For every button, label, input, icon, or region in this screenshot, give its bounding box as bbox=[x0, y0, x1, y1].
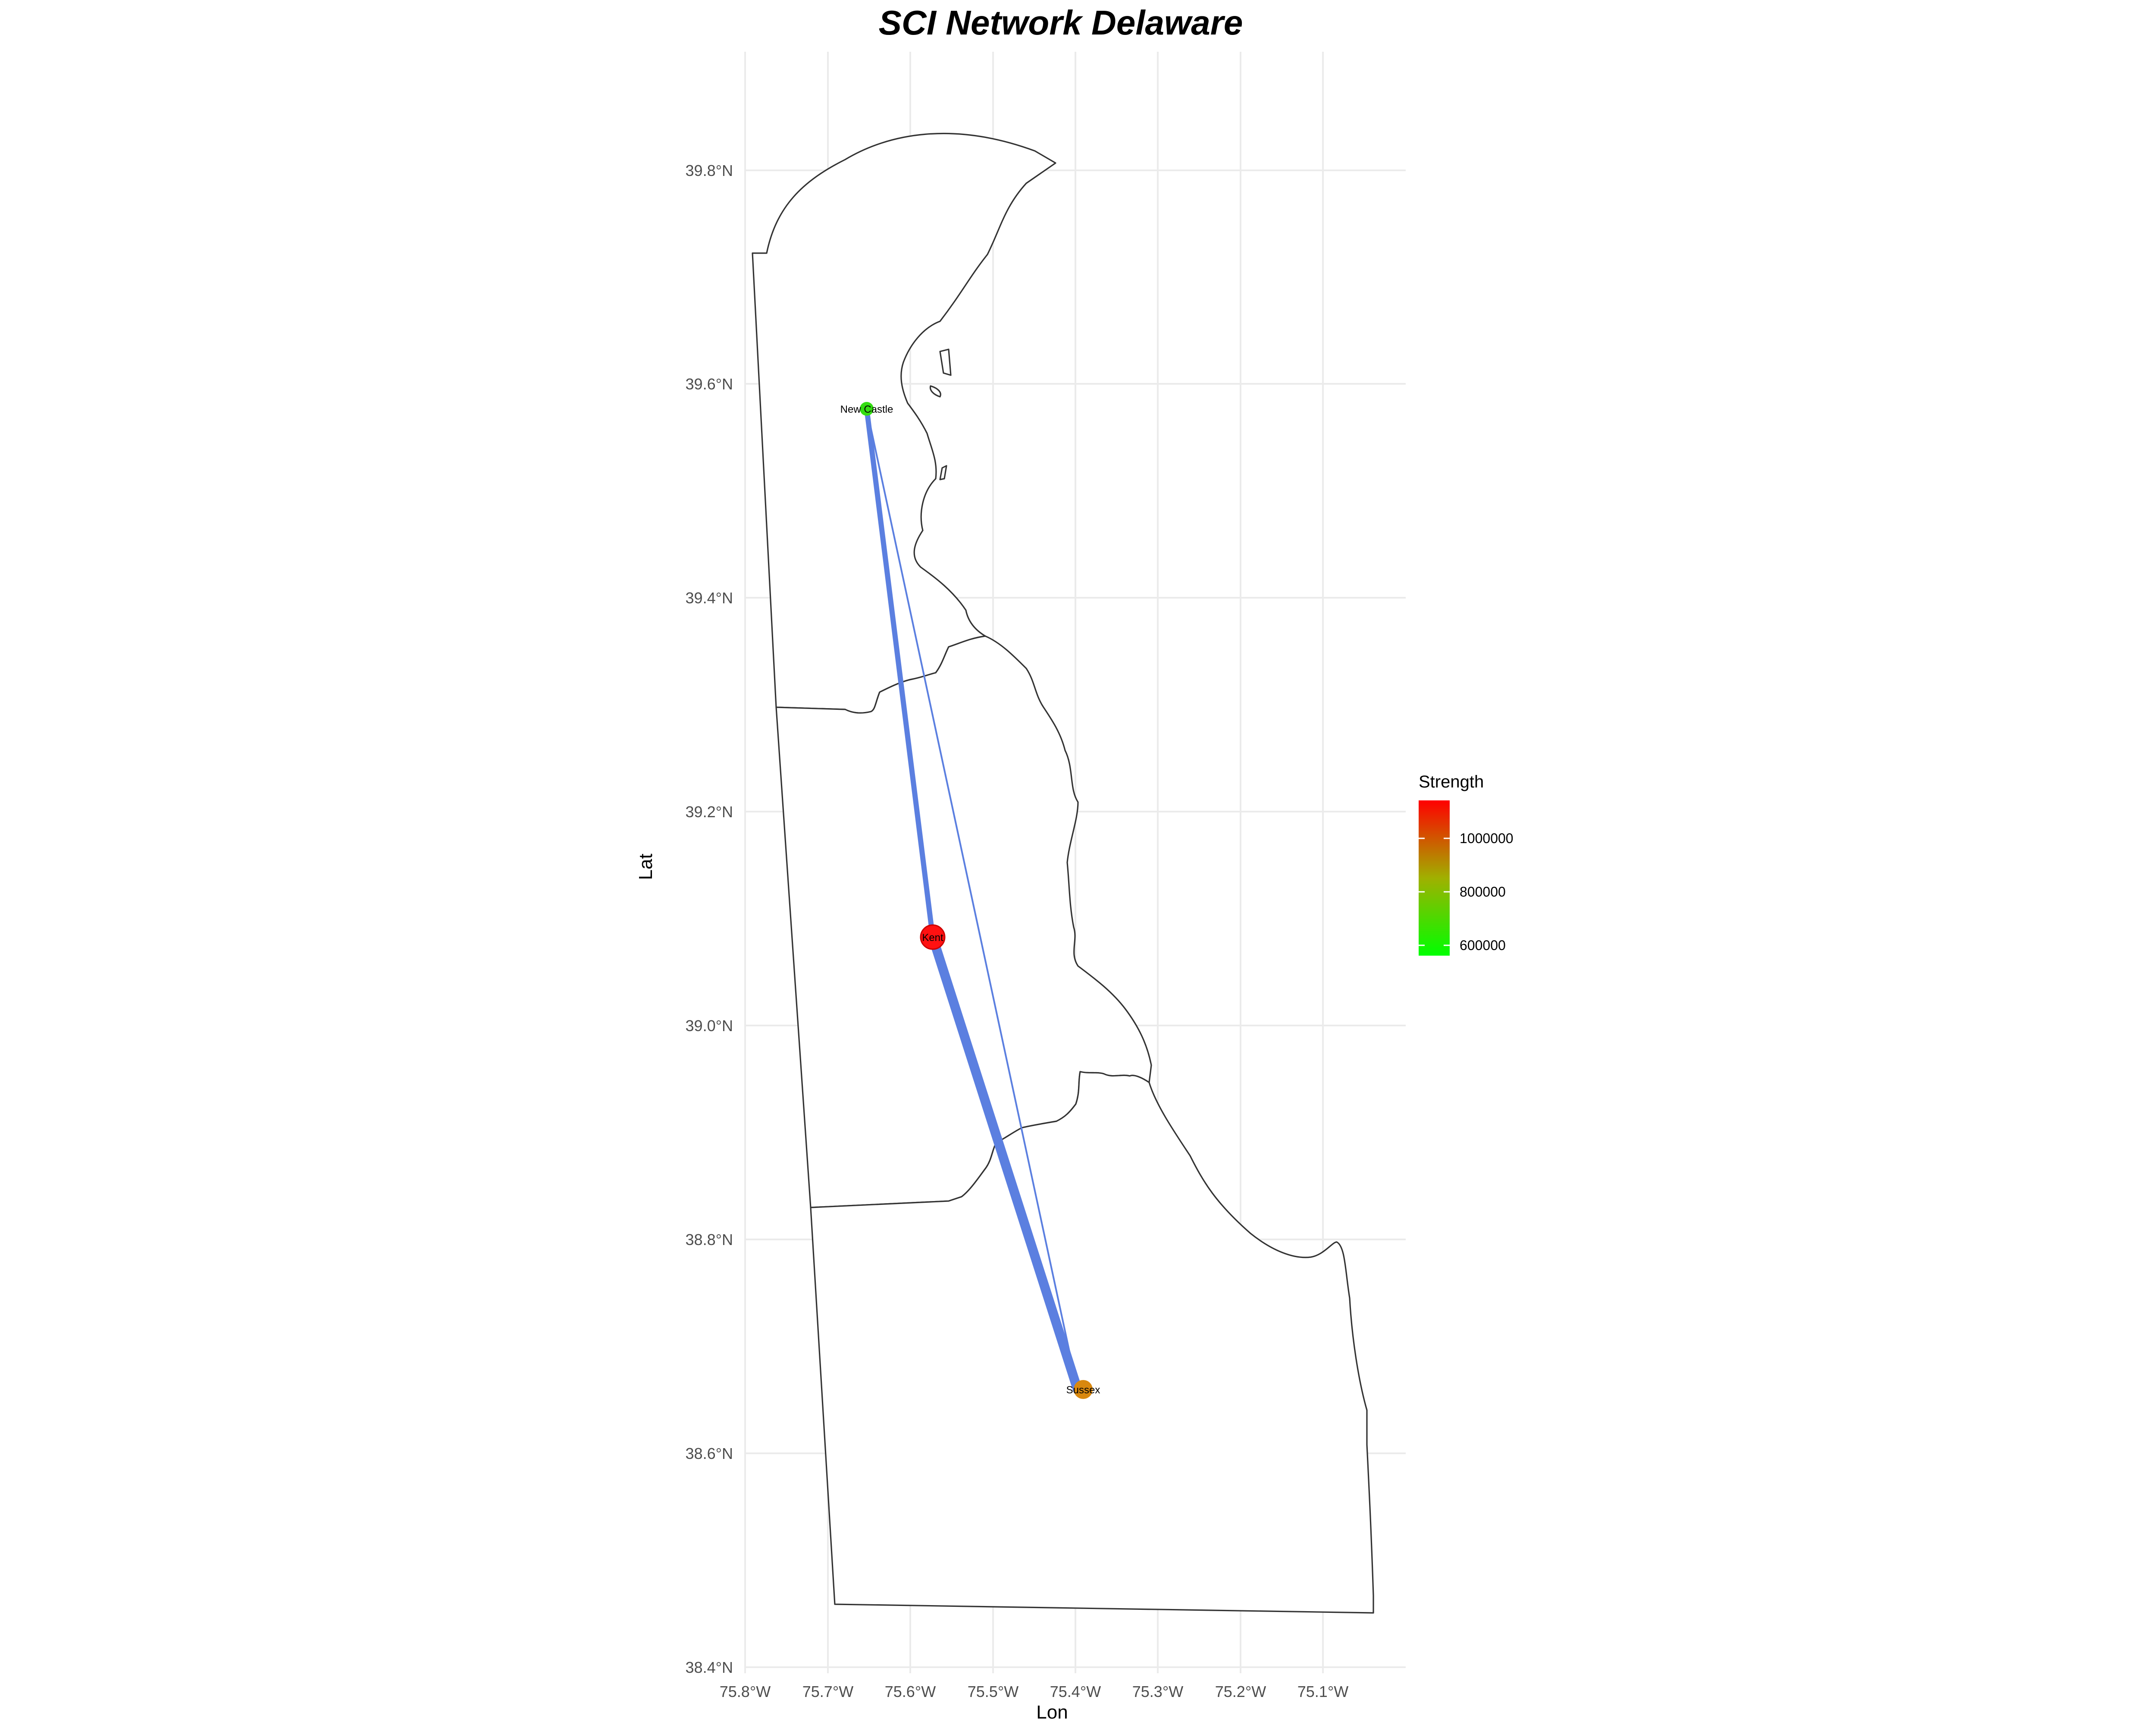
island-1 bbox=[939, 348, 952, 376]
county-new-castle bbox=[752, 132, 1056, 714]
y-tick-label: 39.6°N bbox=[686, 375, 733, 393]
x-axis-title: Lon bbox=[1036, 1702, 1068, 1723]
node-marker bbox=[860, 402, 874, 416]
island-2 bbox=[929, 385, 941, 398]
network-edges bbox=[864, 406, 1082, 1394]
y-axis-title: Lat bbox=[635, 853, 656, 880]
node-label: New Castle bbox=[840, 404, 893, 415]
x-tick-label: 75.4°W bbox=[1050, 1683, 1101, 1700]
network-nodes: New Castle Kent Sussex bbox=[840, 402, 1100, 1399]
edge-kent-sussex bbox=[928, 932, 1082, 1394]
node-sussex[interactable]: Sussex bbox=[1066, 1380, 1100, 1399]
x-tick-label: 75.5°W bbox=[968, 1683, 1018, 1700]
x-axis: 75.8°W 75.7°W 75.6°W 75.5°W 75.4°W 75.3°… bbox=[720, 1683, 1348, 1723]
x-tick-label: 75.7°W bbox=[802, 1683, 853, 1700]
y-axis: 39.8°N 39.6°N 39.4°N 39.2°N 39.0°N 38.8°… bbox=[635, 162, 733, 1676]
legend-label: 1000000 bbox=[1460, 831, 1514, 846]
y-tick-label: 38.8°N bbox=[686, 1231, 733, 1248]
x-tick-label: 75.6°W bbox=[885, 1683, 936, 1700]
edge-newcastle-sussex bbox=[866, 408, 1078, 1390]
legend-colorbar bbox=[1419, 800, 1450, 956]
legend-title: Strength bbox=[1419, 772, 1484, 791]
delaware-map bbox=[752, 132, 1374, 1614]
x-tick-label: 75.2°W bbox=[1215, 1683, 1266, 1700]
y-tick-label: 39.2°N bbox=[686, 803, 733, 821]
legend: Strength 1000000 800000 600000 bbox=[1419, 772, 1514, 956]
y-tick-label: 39.0°N bbox=[686, 1017, 733, 1035]
y-tick-label: 38.4°N bbox=[686, 1659, 733, 1676]
island-3 bbox=[939, 465, 947, 480]
y-tick-label: 38.6°N bbox=[686, 1445, 733, 1462]
node-kent[interactable]: Kent bbox=[920, 924, 946, 950]
node-new-castle[interactable]: New Castle bbox=[840, 402, 893, 416]
legend-label: 800000 bbox=[1460, 884, 1506, 900]
chart-title: SCI Network Delaware bbox=[879, 3, 1243, 42]
x-tick-label: 75.1°W bbox=[1297, 1683, 1348, 1700]
node-marker bbox=[920, 924, 946, 950]
x-tick-label: 75.8°W bbox=[720, 1683, 771, 1700]
x-tick-label: 75.3°W bbox=[1132, 1683, 1183, 1700]
edge-newcastle-kent bbox=[864, 406, 935, 940]
node-label: Kent bbox=[922, 932, 943, 944]
y-tick-label: 39.8°N bbox=[686, 162, 733, 179]
y-tick-label: 39.4°N bbox=[686, 589, 733, 607]
node-label: Sussex bbox=[1066, 1384, 1100, 1396]
legend-label: 600000 bbox=[1460, 938, 1506, 953]
node-marker bbox=[1074, 1380, 1093, 1399]
